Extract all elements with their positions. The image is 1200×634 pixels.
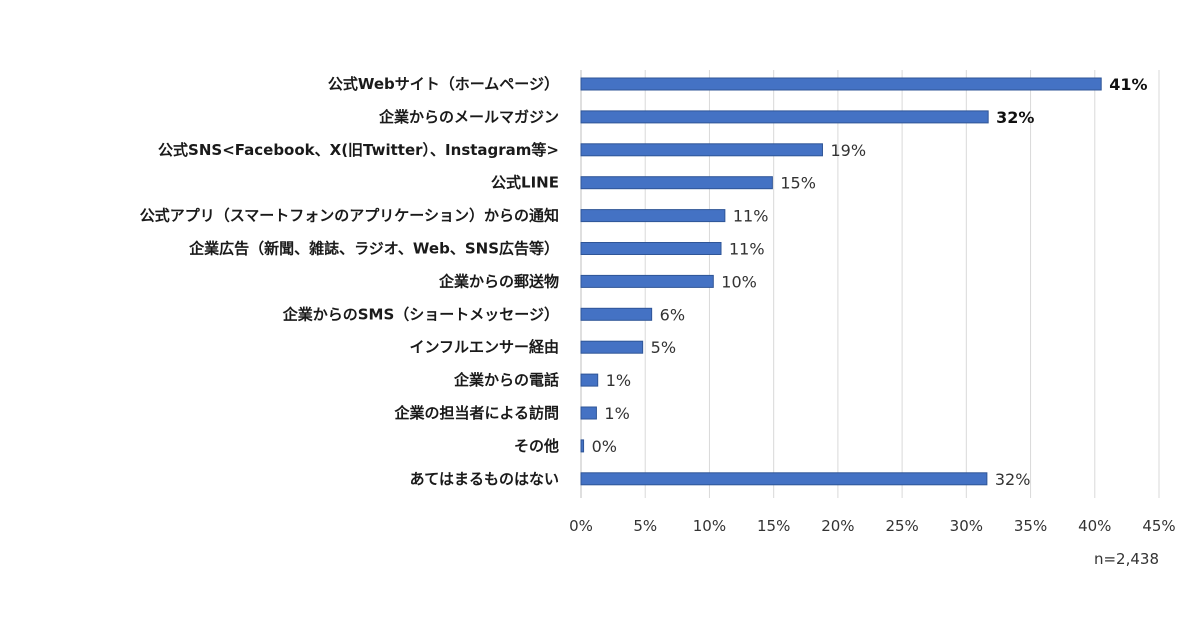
bar-3 (580, 176, 773, 190)
bar-2 (580, 143, 823, 157)
x-tick-label: 30% (950, 517, 983, 535)
bar-10 (580, 406, 597, 420)
data-label: 1% (604, 404, 629, 423)
data-label: 6% (660, 305, 685, 324)
bar-11 (580, 439, 585, 453)
x-tick-label: 15% (757, 517, 790, 535)
category-label: 企業広告（新聞、雑誌、ラジオ、Web、SNS広告等） (188, 240, 559, 258)
category-label: 企業の担当者による訪問 (393, 404, 559, 422)
category-label: 企業からのSMS（ショートメッセージ） (282, 305, 559, 323)
category-label: その他 (514, 437, 559, 455)
bar-5 (580, 242, 722, 255)
bar-8 (580, 340, 644, 354)
x-tick-label: 25% (885, 517, 918, 535)
bar-12 (580, 472, 988, 486)
category-label: 企業からのメールマガジン (378, 108, 559, 126)
x-tick-label: 0% (569, 517, 593, 535)
category-label: 企業からの電話 (453, 371, 559, 389)
x-tick-label: 10% (693, 517, 726, 535)
category-label: 企業からの郵送物 (438, 272, 559, 290)
category-label: 公式アプリ（スマートフォンのアプリケーション）からの通知 (140, 207, 559, 225)
category-label: インフルエンサー経由 (409, 338, 559, 356)
category-label: 公式Webサイト（ホームページ） (328, 75, 559, 93)
x-tick-label: 40% (1078, 517, 1111, 535)
data-label: 5% (651, 338, 676, 357)
bar-9 (580, 373, 599, 387)
x-tick-label: 5% (633, 517, 657, 535)
bar-1 (580, 110, 989, 124)
data-label: 11% (733, 207, 769, 226)
x-tick-label: 20% (821, 517, 854, 535)
data-label: 0% (592, 437, 617, 456)
data-label: 11% (729, 240, 765, 259)
category-label: 公式SNS<Facebook、X(旧Twitter）、Instagram等> (158, 141, 559, 159)
data-label: 19% (830, 141, 866, 160)
bar-0 (580, 77, 1102, 91)
bar-4 (580, 209, 726, 223)
bar-7 (580, 307, 653, 321)
category-label: あてはまるものはない (410, 470, 559, 488)
category-label: 公式LINE (491, 174, 559, 192)
data-label: 1% (606, 371, 631, 390)
x-tick-label: 35% (1014, 517, 1047, 535)
x-tick-label: 45% (1142, 517, 1175, 535)
data-label: 41% (1109, 75, 1147, 94)
data-label: 32% (996, 108, 1034, 127)
data-label: 10% (721, 272, 757, 291)
data-label: 32% (995, 470, 1031, 489)
sample-size-note: n=2,438 (1094, 550, 1159, 568)
data-label: 15% (780, 174, 816, 193)
bar-6 (580, 274, 714, 288)
